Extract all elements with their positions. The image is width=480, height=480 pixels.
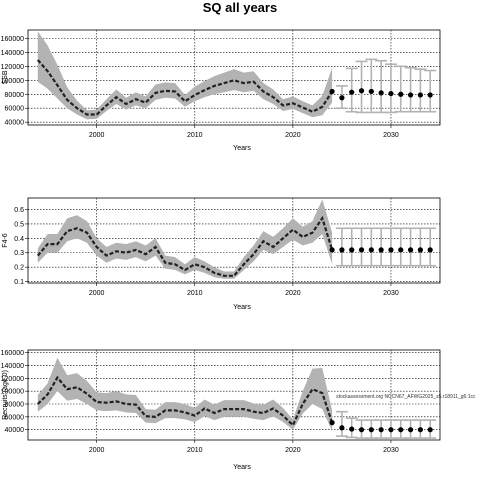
forecast-point [417,247,423,253]
y-tick-label: 0.5 [14,221,24,228]
forecast-point [339,247,345,253]
y-tick-label: 0.3 [14,250,24,257]
forecast-point [398,247,404,253]
confidence-band [37,199,333,279]
estimate-line [37,375,334,428]
y-tick-label: 100000 [1,78,24,85]
y-tick-label: 100000 [1,389,24,396]
confidence-band [37,31,333,120]
forecast-point [407,427,414,433]
forecast-point [407,247,414,253]
confidence-band [37,357,333,431]
x-tick-label: 2000 [89,447,105,454]
y-tick-label: 80000 [5,402,25,409]
forecast-point [427,92,433,98]
x-axis-label: Years [233,464,251,471]
forecast-point [398,427,404,433]
x-tick-label: 2020 [285,290,301,297]
forecast-point [388,427,394,433]
forecast-point [368,247,374,253]
forecast-point [427,427,433,433]
y-tick-label: 120000 [1,376,24,383]
x-tick-label: 2030 [383,290,399,297]
y-tick-label: 0.6 [14,207,24,214]
y-axis-label: SSB [2,70,9,84]
x-axis-label: Years [233,304,251,311]
forecast-point [378,427,384,433]
forecast-point [368,427,374,433]
forecast-point [417,92,423,98]
data-point-last-estimate [329,88,335,95]
y-tick-label: 140000 [1,363,24,370]
forecast-point [378,247,384,253]
x-axis-label: Years [233,145,251,152]
y-tick-label: 80000 [5,92,25,99]
forecast-point [427,247,433,253]
forecast-point [349,426,355,432]
forecast-point [368,88,374,95]
panel-fishing-mortality: 2000 2010 2020 2030 0.1 0.2 0.3 0.4 0.5 0.6 Years F… [2,197,441,311]
source-annotation: stockassessment.org NCCN67_AFWG2025_s5.r… [336,394,476,400]
y-tick-label: 120000 [1,64,24,71]
x-tick-label: 2020 [285,447,301,454]
forecast-point [339,425,345,431]
y-tick-label: 60000 [5,414,25,421]
y-tick-label: 140000 [1,50,24,57]
forecast-point [339,95,345,101]
forecast-point [407,92,414,98]
y-tick-label: 0.1 [14,279,24,286]
forecast-point [349,247,355,253]
y-tick-label: 0.2 [14,265,24,272]
data-point-last-estimate [329,247,335,253]
y-tick-label: 0.4 [14,236,24,243]
x-tick-label: 2020 [285,132,301,139]
x-tick-label: 2030 [383,447,399,454]
x-tick-label: 2000 [89,132,105,139]
x-tick-label: 2010 [187,447,203,454]
forecast-point [388,90,394,97]
data-point-last-estimate [329,420,335,426]
forecast-point [349,89,355,95]
y-axis-label: F4-6 [2,233,9,248]
y-axis-label: Recruits (age 0) [2,370,9,420]
forecast-point [417,427,423,433]
forecast-point [358,247,365,253]
plot-frame [27,349,441,441]
y-tick-label: 160000 [1,350,24,357]
estimate-line [36,215,334,277]
y-tick-label: 60000 [5,106,25,113]
panel-recruits: 2000 2010 2020 2030 40000 60000 80000 100000 120… [1,349,476,471]
plot-frame [27,29,441,126]
forecast-point [388,247,394,253]
forecast-point [358,427,365,433]
forecast-point [378,90,384,96]
panel-ssb: 2000 2010 2020 2030 40000 60000 80000 100000 120… [1,29,441,152]
forecast-point [358,88,365,94]
x-tick-label: 2010 [187,290,203,297]
figure-title: SQ all years [203,0,277,15]
plot-frame [27,197,441,284]
estimate-line [36,59,334,116]
y-tick-label: 40000 [5,427,25,434]
y-tick-label: 40000 [5,120,25,127]
x-tick-label: 2000 [89,290,105,297]
forecast-point [398,91,404,97]
x-tick-label: 2010 [187,132,203,139]
y-tick-label: 160000 [1,36,24,43]
x-tick-label: 2030 [383,132,399,139]
